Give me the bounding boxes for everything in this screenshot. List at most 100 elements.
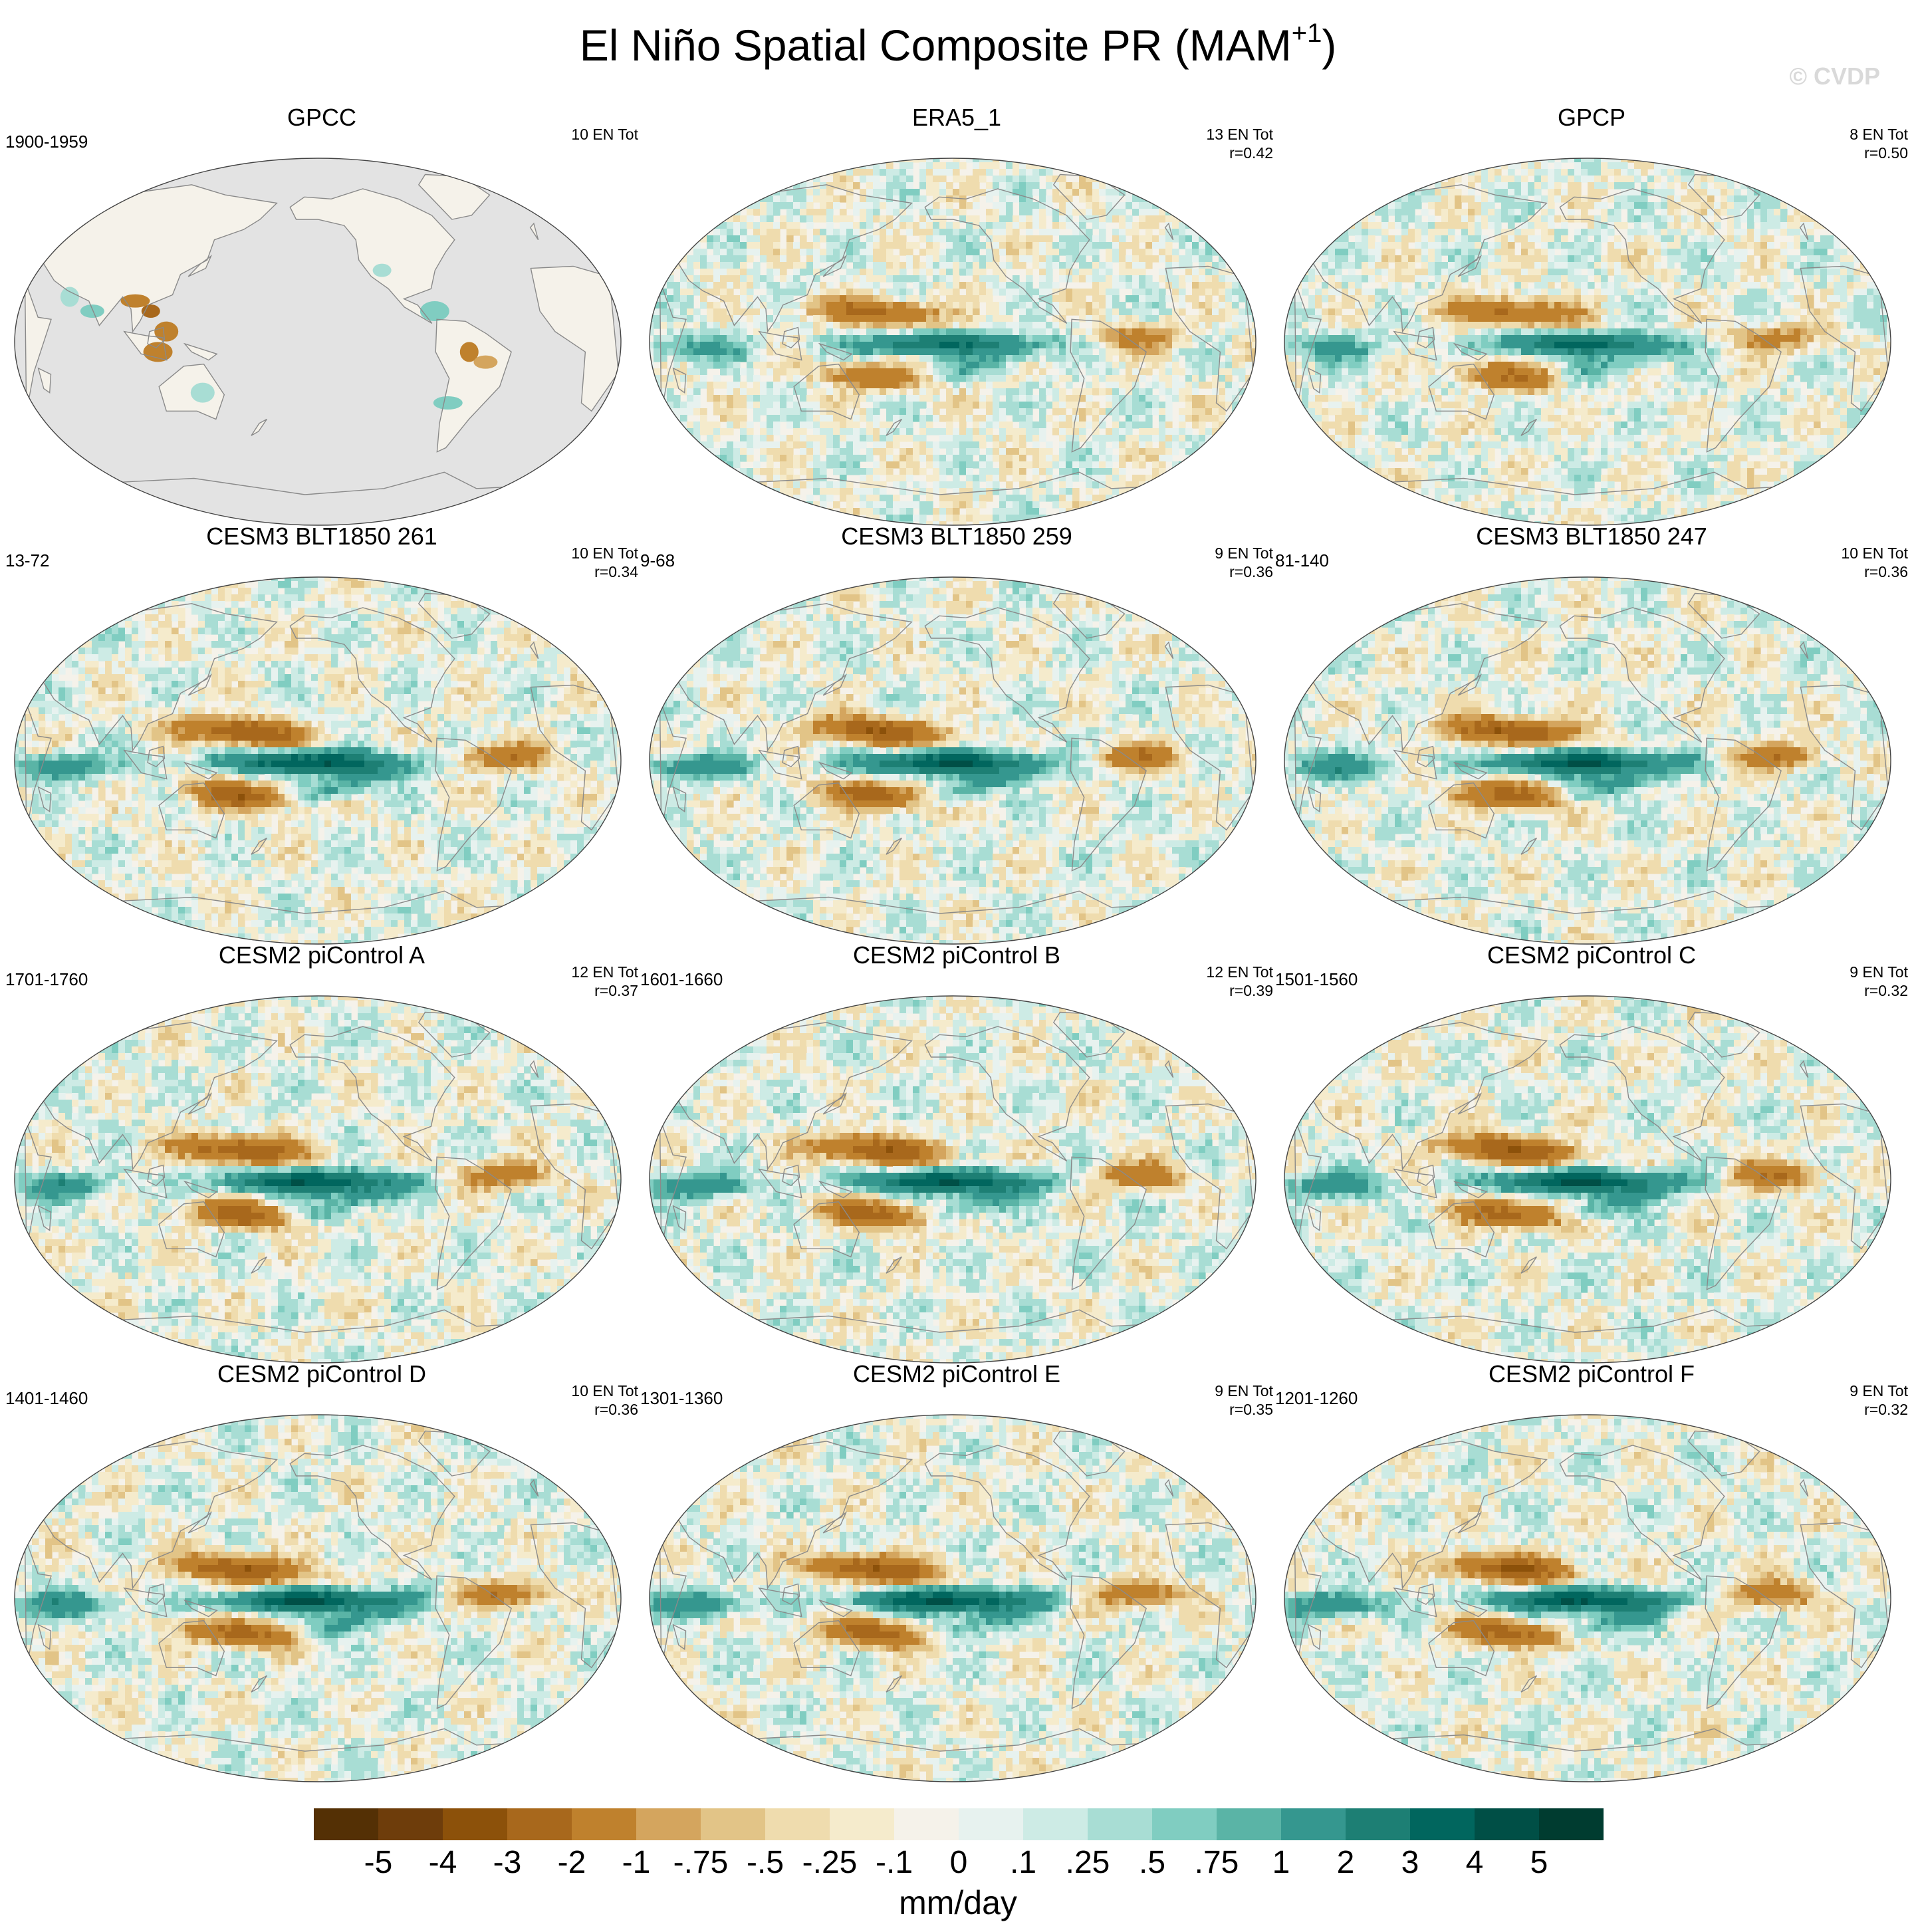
map-plot [649,576,1257,945]
coastline [1428,363,1495,420]
panel-title: CESM2 piControl A [3,941,641,969]
colorbar-units: mm/day [0,1883,1916,1923]
map-panel: ERA5_1 13 EN Tot r=0.42 [638,104,1276,526]
colorbar-tick-label: 3 [1401,1844,1419,1881]
panel-stats: 13 EN Tot r=0.42 [1206,125,1273,162]
panel-event-count: 9 EN Tot [1215,544,1273,562]
coastline [1393,330,1437,361]
panel-stats: 10 EN Tot [571,125,638,144]
colorbar-tick-label: .1 [1010,1844,1036,1881]
panel-years: 1301-1360 [640,1388,723,1408]
coastline [1428,1620,1495,1677]
colorbar-swatch [1475,1808,1540,1840]
coastline [793,1201,860,1258]
map-panel: CESM3 BLT1850 261 13-72 10 EN Tot r=0.34 [3,523,641,945]
coastline [818,342,853,361]
coastline [1070,737,1147,872]
coastline [123,1168,168,1199]
coastline [709,890,1197,944]
panel-event-count: 10 EN Tot [571,1382,638,1400]
coastline [1453,1180,1488,1199]
coastline [924,188,1090,324]
map-panel: CESM2 piControl A 1701-1760 12 EN Tot r=0.3… [3,941,641,1364]
colorbar-swatch [1346,1808,1411,1840]
panel-title: CESM3 BLT1850 261 [3,523,641,550]
coastline [1164,222,1174,241]
coastline [1705,737,1782,872]
coastline [672,1205,687,1231]
coastline [1520,1256,1537,1274]
coastline [924,1026,1090,1162]
panel-stats: 10 EN Tot r=0.36 [1841,544,1908,581]
colorbar-swatch [572,1808,637,1840]
map-panel: CESM2 piControl F 1201-1260 9 EN Tot r=0.32 [1272,1360,1911,1782]
panel-event-count: 10 EN Tot [571,544,638,562]
coastline [1428,782,1495,839]
panel-title: CESM2 piControl D [3,1360,641,1388]
panel-years: 9-68 [640,550,675,570]
colorbar-tick-label: -.5 [747,1844,784,1881]
coastline [1559,607,1725,743]
coastline [822,1092,848,1115]
coastline [1344,471,1832,525]
coastline [289,607,455,743]
colorbar-swatch [443,1808,508,1840]
coastline [1457,1511,1483,1534]
colorbar-tick-label: -2 [558,1844,586,1881]
coastline [782,745,800,768]
panel-title: ERA5_1 [638,104,1276,132]
coastline [289,188,455,324]
colorbar-swatch [636,1808,701,1840]
coastline [1307,786,1322,812]
coastline [1520,1675,1537,1693]
map-plot [14,158,622,526]
map-boundary [1284,1414,1891,1782]
coastline [709,1728,1197,1782]
map-panel: GPCC 1900-1959 10 EN Tot [3,104,641,526]
map-boundary [14,158,622,526]
panel-event-count: 10 EN Tot [571,125,638,144]
panel-event-count: 12 EN Tot [1206,963,1273,981]
coastline [1457,255,1483,277]
coastline [1165,1103,1254,1250]
coastline [672,1441,913,1590]
coastline [37,1441,278,1590]
coastline [1799,1479,1809,1497]
precip-field [650,577,1256,944]
coastline [187,1092,213,1115]
panel-stats: 9 EN Tot r=0.36 [1215,544,1273,581]
coastline [529,641,539,660]
coastline [758,1168,802,1199]
coastline [818,1180,853,1199]
coastline [37,1624,52,1650]
panel-pattern-correlation: r=0.39 [1206,981,1273,1000]
coastline [123,749,168,780]
coastline [758,749,802,780]
colorbar-tick-label: -.25 [802,1844,858,1881]
coastline [1705,318,1782,453]
coastline [251,1675,267,1693]
panel-pattern-correlation: r=0.36 [1841,562,1908,581]
coastline [37,1022,278,1171]
colorbar-tick-label: 1 [1272,1844,1290,1881]
coastline [37,786,52,812]
coastline [709,471,1197,525]
panel-pattern-correlation: r=0.36 [1215,562,1273,581]
coastline [1417,1164,1435,1187]
colorbar-swatch [1023,1808,1088,1840]
colorbar-swatch [1217,1808,1282,1840]
colorbar-tick-label: -.75 [673,1844,729,1881]
coastline [1453,342,1488,361]
precip-field [15,158,621,525]
colorbar-tick-label: .75 [1195,1844,1239,1881]
coastline [1344,890,1832,944]
map-plot [14,576,622,945]
colorbar-tick-label: -3 [493,1844,522,1881]
coastline [672,1624,687,1650]
colorbar-tick-label: -4 [429,1844,457,1881]
panel-title: GPCP [1272,104,1911,132]
panel-years: 1701-1760 [5,969,88,989]
coastline [147,745,166,768]
panel-event-count: 8 EN Tot [1850,125,1908,144]
colorbar-tick-label: 0 [950,1844,968,1881]
